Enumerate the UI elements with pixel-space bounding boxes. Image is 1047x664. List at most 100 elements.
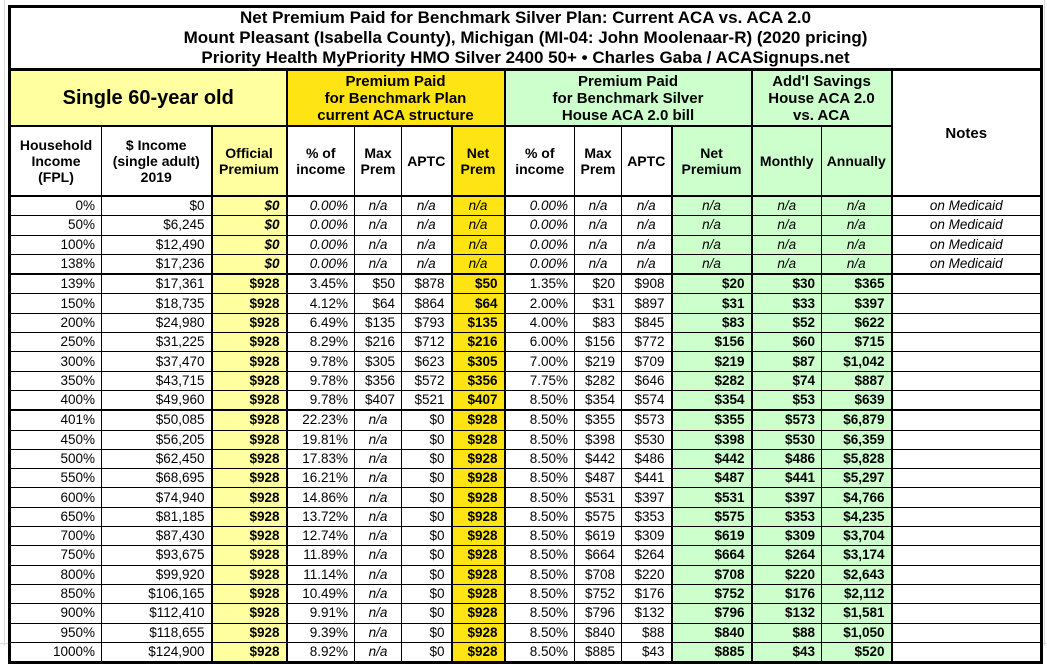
cell-house-net-premium[interactable]: $664	[670, 545, 752, 566]
cell-income[interactable]: $37,470	[101, 351, 212, 372]
cell-notes[interactable]: on Medicaid	[890, 215, 1042, 236]
cell-savings-annually[interactable]: $1,050	[821, 622, 892, 643]
cell-aca-net-prem[interactable]: $216	[450, 332, 505, 353]
table-title[interactable]: Net Premium Paid for Benchmark Silver Pl…	[9, 6, 1042, 71]
cell-aca-aptc[interactable]: $0	[401, 564, 452, 585]
cell-fpl[interactable]: 500%	[9, 448, 102, 470]
cell-aca-aptc[interactable]: $793	[401, 312, 452, 334]
cell-house-pct-income[interactable]: 8.50%	[503, 468, 575, 489]
cell-savings-monthly[interactable]: $397	[750, 487, 822, 508]
cell-house-max-prem[interactable]: n/a	[574, 215, 622, 236]
cell-aca-net-prem[interactable]: $928	[450, 622, 505, 643]
cell-savings-annually[interactable]: $365	[821, 273, 892, 295]
cell-notes[interactable]	[890, 526, 1042, 547]
cell-official-premium[interactable]: $928	[210, 351, 287, 372]
cell-aca-max-prem[interactable]: n/a	[354, 603, 402, 624]
cell-aca-max-prem[interactable]: n/a	[354, 506, 402, 528]
cell-savings-annually[interactable]: $1,042	[821, 351, 892, 372]
cell-house-pct-income[interactable]: 8.50%	[503, 603, 575, 624]
cell-house-net-premium[interactable]: $752	[670, 583, 752, 605]
cell-aca-pct-income[interactable]: 0.00%	[285, 253, 355, 275]
cell-savings-monthly[interactable]: $264	[750, 545, 822, 566]
cell-house-aptc[interactable]: $88	[621, 622, 672, 643]
cell-house-pct-income[interactable]: 4.00%	[503, 312, 575, 334]
cell-house-aptc[interactable]: $530	[621, 429, 672, 450]
cell-savings-annually[interactable]: $2,643	[821, 564, 892, 585]
cell-aca-net-prem[interactable]: n/a	[450, 215, 505, 236]
cell-official-premium[interactable]: $928	[210, 370, 287, 391]
cell-savings-monthly[interactable]: $176	[750, 583, 822, 605]
cell-aca-aptc[interactable]: $0	[401, 545, 452, 566]
cell-savings-annually[interactable]: $639	[821, 389, 892, 411]
cell-house-max-prem[interactable]: $83	[574, 312, 622, 334]
cell-notes[interactable]	[890, 389, 1042, 411]
cell-official-premium[interactable]: $928	[210, 564, 287, 585]
cell-income[interactable]: $124,900	[101, 641, 212, 664]
cell-income[interactable]: $24,980	[101, 312, 212, 334]
cell-house-aptc[interactable]: $646	[621, 370, 672, 391]
cell-aca-pct-income[interactable]: 6.49%	[285, 312, 355, 334]
cell-house-net-premium[interactable]: $840	[670, 622, 752, 643]
cell-aca-max-prem[interactable]: $50	[354, 273, 402, 295]
cell-aca-net-prem[interactable]: $64	[450, 293, 505, 314]
cell-fpl[interactable]: 800%	[9, 564, 102, 585]
cell-fpl[interactable]: 100%	[9, 234, 102, 255]
cell-official-premium[interactable]: $928	[210, 273, 287, 295]
cell-official-premium[interactable]: $928	[210, 583, 287, 605]
cell-house-pct-income[interactable]: 0.00%	[503, 195, 575, 217]
cell-aca-max-prem[interactable]: n/a	[354, 622, 402, 643]
cell-aca-net-prem[interactable]: n/a	[450, 234, 505, 255]
cell-official-premium[interactable]: $928	[210, 389, 287, 411]
cell-aca-net-prem[interactable]: $356	[450, 370, 505, 391]
cell-aca-aptc[interactable]: $0	[401, 583, 452, 605]
cell-official-premium[interactable]: $928	[210, 603, 287, 624]
cell-aca-max-prem[interactable]: $407	[354, 389, 402, 411]
cell-income[interactable]: $112,410	[101, 603, 212, 624]
cell-house-net-premium[interactable]: n/a	[670, 253, 752, 275]
cell-aca-max-prem[interactable]: $216	[354, 332, 402, 353]
cell-aca-aptc[interactable]: $0	[401, 506, 452, 528]
col-header-aca-net-prem[interactable]: Net Prem	[450, 125, 505, 197]
cell-notes[interactable]: on Medicaid	[890, 234, 1042, 255]
cell-aca-max-prem[interactable]: n/a	[354, 448, 402, 470]
cell-aca-net-prem[interactable]: $928	[450, 468, 505, 489]
cell-aca-aptc[interactable]: $0	[401, 487, 452, 508]
cell-house-aptc[interactable]: $709	[621, 351, 672, 372]
cell-aca-aptc[interactable]: $623	[401, 351, 452, 372]
cell-income[interactable]: $68,695	[101, 468, 212, 489]
cell-savings-annually[interactable]: n/a	[821, 234, 892, 255]
cell-notes[interactable]	[890, 429, 1042, 450]
col-header-aca-pct-income[interactable]: % of income	[285, 125, 355, 197]
cell-aca-net-prem[interactable]: $407	[450, 389, 505, 411]
cell-aca-pct-income[interactable]: 19.81%	[285, 429, 355, 450]
cell-house-aptc[interactable]: $772	[621, 332, 672, 353]
cell-savings-annually[interactable]: $3,174	[821, 545, 892, 566]
cell-savings-monthly[interactable]: $132	[750, 603, 822, 624]
col-header-notes[interactable]: Notes	[890, 69, 1042, 197]
cell-savings-annually[interactable]: $6,879	[821, 409, 892, 431]
cell-notes[interactable]	[890, 545, 1042, 566]
cell-aca-pct-income[interactable]: 9.39%	[285, 622, 355, 643]
cell-official-premium[interactable]: $0	[210, 253, 287, 275]
cell-income[interactable]: $106,165	[101, 583, 212, 605]
cell-house-net-premium[interactable]: n/a	[670, 234, 752, 255]
cell-savings-annually[interactable]: $1,581	[821, 603, 892, 624]
cell-notes[interactable]	[890, 370, 1042, 391]
cell-aca-aptc[interactable]: n/a	[401, 234, 452, 255]
cell-house-pct-income[interactable]: 0.00%	[503, 215, 575, 236]
cell-house-aptc[interactable]: n/a	[621, 195, 672, 217]
cell-official-premium[interactable]: $928	[210, 487, 287, 508]
cell-fpl[interactable]: 600%	[9, 487, 102, 508]
cell-savings-monthly[interactable]: $52	[750, 312, 822, 334]
cell-house-net-premium[interactable]: $398	[670, 429, 752, 450]
cell-aca-max-prem[interactable]: n/a	[354, 195, 402, 217]
cell-savings-annually[interactable]: $520	[821, 641, 892, 664]
cell-aca-pct-income[interactable]: 11.14%	[285, 564, 355, 585]
cell-house-max-prem[interactable]: $664	[574, 545, 622, 566]
cell-fpl[interactable]: 900%	[9, 603, 102, 624]
cell-savings-monthly[interactable]: $486	[750, 448, 822, 470]
cell-house-pct-income[interactable]: 0.00%	[503, 253, 575, 275]
cell-fpl[interactable]: 650%	[9, 506, 102, 528]
cell-aca-max-prem[interactable]: n/a	[354, 641, 402, 664]
col-header-fpl[interactable]: Household Income (FPL)	[9, 125, 102, 197]
